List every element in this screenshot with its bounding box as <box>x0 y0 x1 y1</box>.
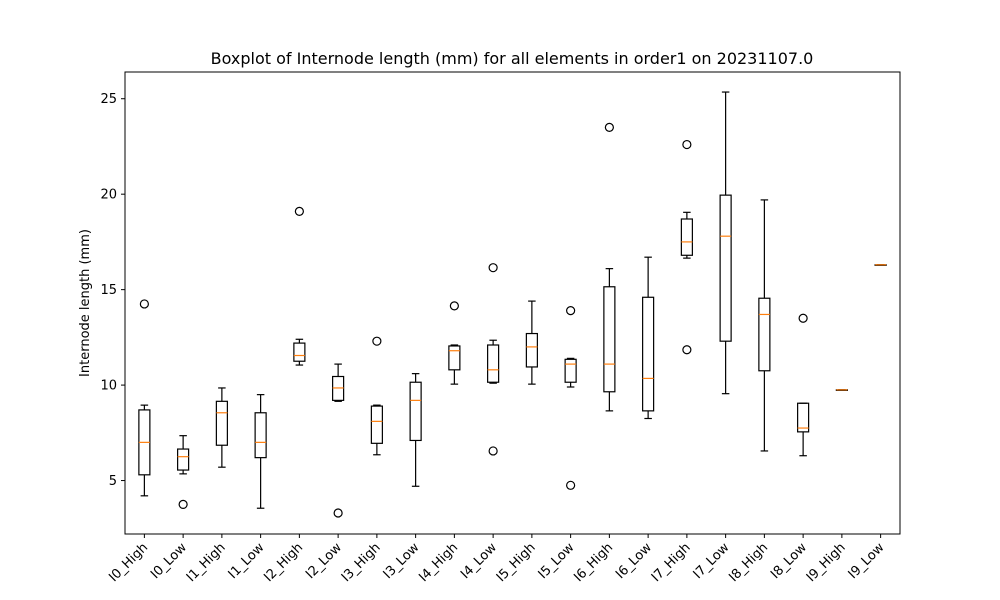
box-iqr <box>642 296 655 412</box>
box-iqr <box>758 297 771 372</box>
outlier-point <box>682 345 692 355</box>
x-tick-label: I1_High <box>184 540 229 585</box>
box-iqr <box>603 286 616 393</box>
y-tick-label: 10 <box>100 379 117 394</box>
x-tick-label: I7_High <box>649 540 694 585</box>
outlier-point <box>372 336 382 346</box>
outlier-point <box>178 499 188 510</box>
outlier-point <box>798 313 808 323</box>
box-iqr <box>177 448 190 471</box>
box-iqr <box>293 342 306 362</box>
outlier-point <box>682 139 692 150</box>
x-tick-label: I9_High <box>804 540 849 585</box>
x-tick-label: I8_High <box>726 540 771 585</box>
plot-area: 510152025I0_HighI0_LowI1_HighI1_LowI2_Hi… <box>100 91 888 585</box>
box-iqr <box>525 332 538 368</box>
box-iqr <box>487 344 500 383</box>
y-tick-label: 25 <box>100 92 117 107</box>
box-iqr <box>564 358 577 383</box>
outlier-point <box>488 263 498 273</box>
outlier-point <box>488 446 498 456</box>
box-iqr <box>448 345 461 371</box>
box-iqr <box>215 400 228 446</box>
x-tick-label: I3_High <box>339 540 384 585</box>
y-tick-label: 5 <box>109 474 117 489</box>
outlier-point <box>449 301 459 311</box>
x-tick-label: I6_High <box>571 540 616 585</box>
box-iqr <box>797 402 810 433</box>
outlier-point <box>333 508 343 518</box>
outlier-point <box>566 480 576 490</box>
x-tick-label: I0_High <box>106 540 151 585</box>
y-tick-label: 15 <box>100 283 117 298</box>
x-tick-label: I5_High <box>494 540 539 585</box>
outlier-point <box>294 206 304 216</box>
box-iqr <box>370 405 383 444</box>
box-iqr <box>680 218 693 256</box>
chart-title: Boxplot of Internode length (mm) for all… <box>211 49 814 68</box>
x-tick-label: I2_High <box>261 540 306 585</box>
outlier-point <box>566 306 576 316</box>
outlier-point <box>604 122 614 132</box>
axes-frame <box>124 71 901 535</box>
outlier-point <box>139 299 149 309</box>
x-tick-label: I4_High <box>416 540 461 585</box>
box-iqr <box>719 194 732 342</box>
y-tick-label: 20 <box>100 188 117 203</box>
box-iqr <box>254 412 267 459</box>
box-iqr <box>409 381 422 442</box>
x-tick-label: I9_Low <box>846 540 888 582</box>
y-axis-label: Internode length (mm) <box>78 229 93 377</box>
